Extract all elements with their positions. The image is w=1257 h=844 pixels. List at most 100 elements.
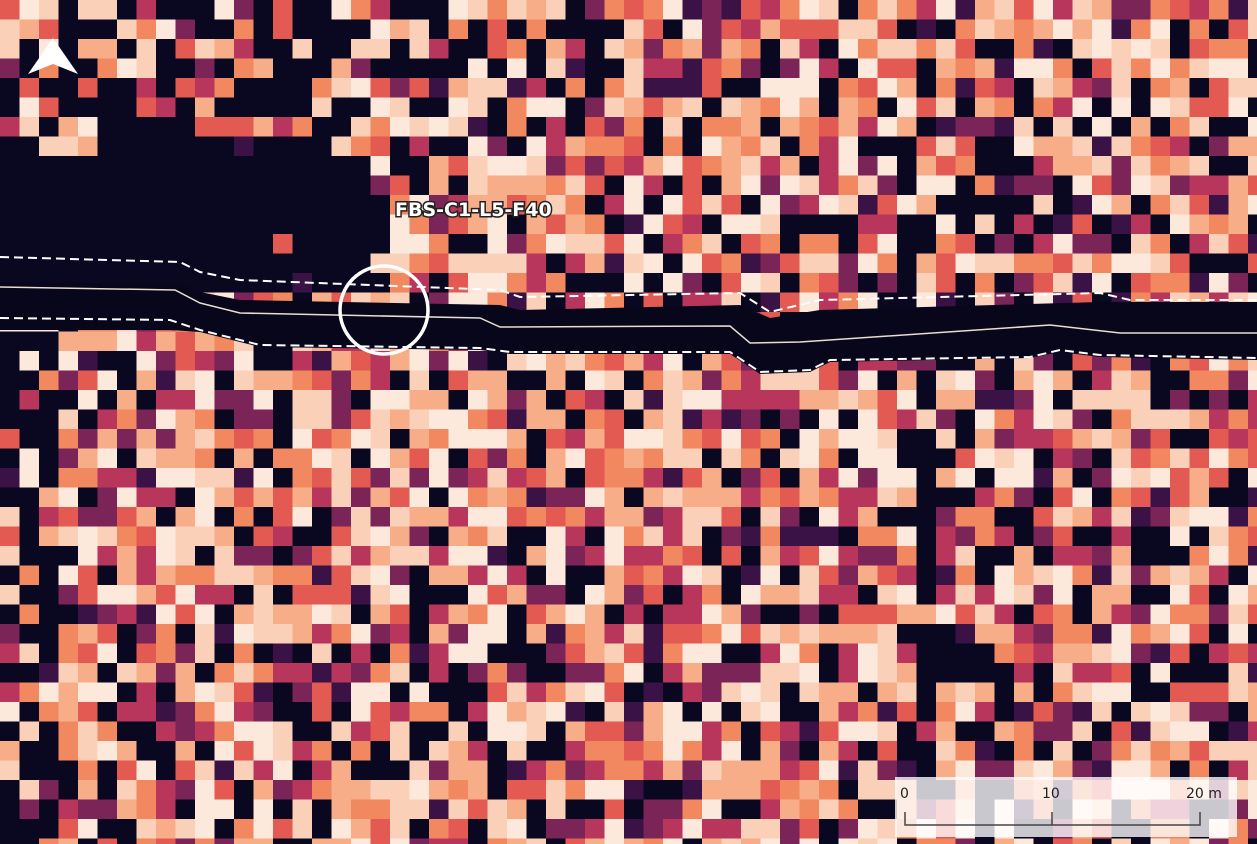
- raster-cell: [409, 819, 430, 839]
- raster-cell: [78, 780, 98, 800]
- raster-cell: [0, 702, 20, 722]
- raster-cell: [1189, 526, 1210, 547]
- raster-cell: [468, 234, 488, 254]
- raster-cell: [702, 819, 722, 839]
- raster-cell: [721, 78, 742, 98]
- raster-cell: [585, 39, 605, 59]
- raster-cell: [1248, 604, 1257, 625]
- raster-cell: [1150, 526, 1171, 547]
- raster-cell: [916, 58, 937, 79]
- raster-cell: [858, 604, 878, 625]
- raster-cell: [312, 643, 332, 664]
- raster-cell: [195, 0, 215, 20]
- raster-cell: [1248, 741, 1257, 761]
- raster-cell: [838, 546, 859, 566]
- raster-cell: [117, 741, 137, 761]
- raster-cell: [0, 390, 20, 410]
- raster-cell: [897, 546, 917, 566]
- raster-cell: [0, 214, 20, 235]
- raster-cell: [507, 585, 527, 605]
- raster-cell: [955, 409, 976, 430]
- raster-cell: [429, 175, 449, 196]
- center-line: [0, 286, 1257, 344]
- raster-cell: [643, 585, 664, 605]
- raster-cell: [390, 604, 410, 625]
- raster-cell: [721, 507, 742, 527]
- raster-cell: [994, 682, 1015, 703]
- raster-cell: [1014, 234, 1034, 254]
- raster-cell: [1092, 604, 1112, 625]
- raster-cell: [546, 604, 566, 625]
- raster-cell: [507, 78, 527, 98]
- raster-cell: [136, 136, 157, 157]
- raster-cell: [156, 780, 176, 800]
- raster-cell: [721, 526, 742, 547]
- raster-cell: [721, 721, 742, 742]
- north-arrow: [28, 38, 78, 74]
- raster-cell: [565, 78, 586, 98]
- raster-cell: [292, 390, 313, 410]
- raster-cell: [1209, 448, 1229, 469]
- raster-cell: [97, 117, 118, 137]
- raster-cell: [253, 526, 274, 547]
- raster-cell: [936, 390, 956, 410]
- raster-cell: [214, 370, 235, 391]
- raster-cell: [585, 409, 605, 430]
- raster-cell: [117, 78, 137, 98]
- raster-cell: [273, 234, 293, 254]
- raster-cell: [234, 643, 254, 664]
- raster-cell: [156, 799, 176, 820]
- raster-cell: [585, 429, 605, 449]
- raster-cell: [1150, 487, 1171, 508]
- raster-cell: [390, 838, 410, 844]
- raster-cell: [1248, 117, 1257, 137]
- raster-cell: [975, 253, 995, 274]
- raster-cell: [858, 370, 878, 391]
- raster-cell: [585, 565, 605, 586]
- raster-cell: [1014, 156, 1034, 176]
- raster-cell: [565, 156, 586, 176]
- raster-cell: [546, 39, 566, 59]
- raster-cell: [1111, 565, 1132, 586]
- raster-cell: [97, 663, 118, 683]
- raster-cell: [819, 39, 839, 59]
- raster-cell: [682, 682, 703, 703]
- raster-cell: [390, 97, 410, 118]
- raster-cell: [97, 682, 118, 703]
- raster-cell: [604, 253, 625, 274]
- raster-cell: [136, 721, 157, 742]
- raster-cell: [39, 331, 59, 352]
- raster-cell: [1209, 195, 1229, 215]
- raster-cell: [487, 780, 508, 800]
- raster-cell: [117, 838, 137, 844]
- raster-cell: [1150, 409, 1171, 430]
- raster-cell: [526, 760, 547, 781]
- raster-cell: [507, 838, 527, 844]
- raster-cell: [39, 156, 59, 176]
- raster-cell: [721, 39, 742, 59]
- raster-cell: [1014, 390, 1034, 410]
- raster-cell: [97, 702, 118, 722]
- raster-cell: [955, 624, 976, 644]
- raster-cell: [58, 429, 79, 449]
- raster-cell: [858, 156, 878, 176]
- raster-cell: [234, 799, 254, 820]
- raster-cell: [604, 721, 625, 742]
- raster-cell: [1150, 370, 1171, 391]
- raster-cell: [897, 273, 917, 293]
- raster-cell: [39, 0, 59, 20]
- raster-cell: [663, 604, 683, 625]
- raster-cell: [234, 175, 254, 196]
- raster-cell: [292, 643, 313, 664]
- raster-cell: [838, 643, 859, 664]
- raster-cell: [1053, 234, 1073, 254]
- raster-cell: [370, 760, 391, 781]
- raster-cell: [760, 97, 781, 118]
- raster-cell: [897, 234, 917, 254]
- raster-cell: [838, 624, 859, 644]
- raster-cell: [487, 682, 508, 703]
- raster-cell: [1111, 702, 1132, 722]
- raster-cell: [585, 799, 605, 820]
- raster-cell: [253, 799, 274, 820]
- raster-cell: [702, 175, 722, 196]
